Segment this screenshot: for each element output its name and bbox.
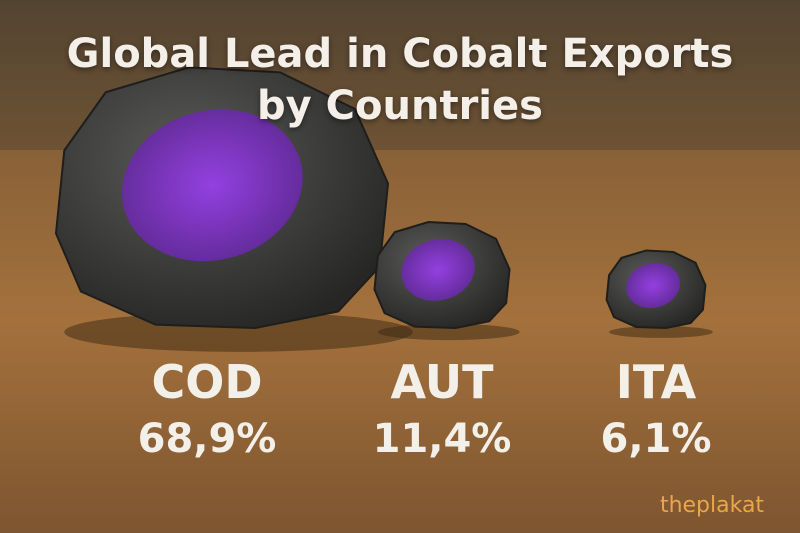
ore-patch (122, 109, 303, 262)
value-label: 6,1% (601, 416, 712, 462)
value-label: 11,4% (373, 416, 512, 462)
rock-shadow (377, 323, 520, 341)
category-label: COD (151, 355, 262, 409)
ore-patch (401, 239, 475, 301)
category-label: AUT (391, 355, 495, 409)
value-label: 68,9% (138, 416, 277, 462)
watermark: theplakat (660, 493, 764, 518)
category-label: ITA (616, 355, 697, 409)
rock-shadow (609, 326, 713, 338)
ore-patch (626, 262, 680, 309)
chart-title: Global Lead in Cobalt Exports by Countri… (66, 31, 734, 129)
